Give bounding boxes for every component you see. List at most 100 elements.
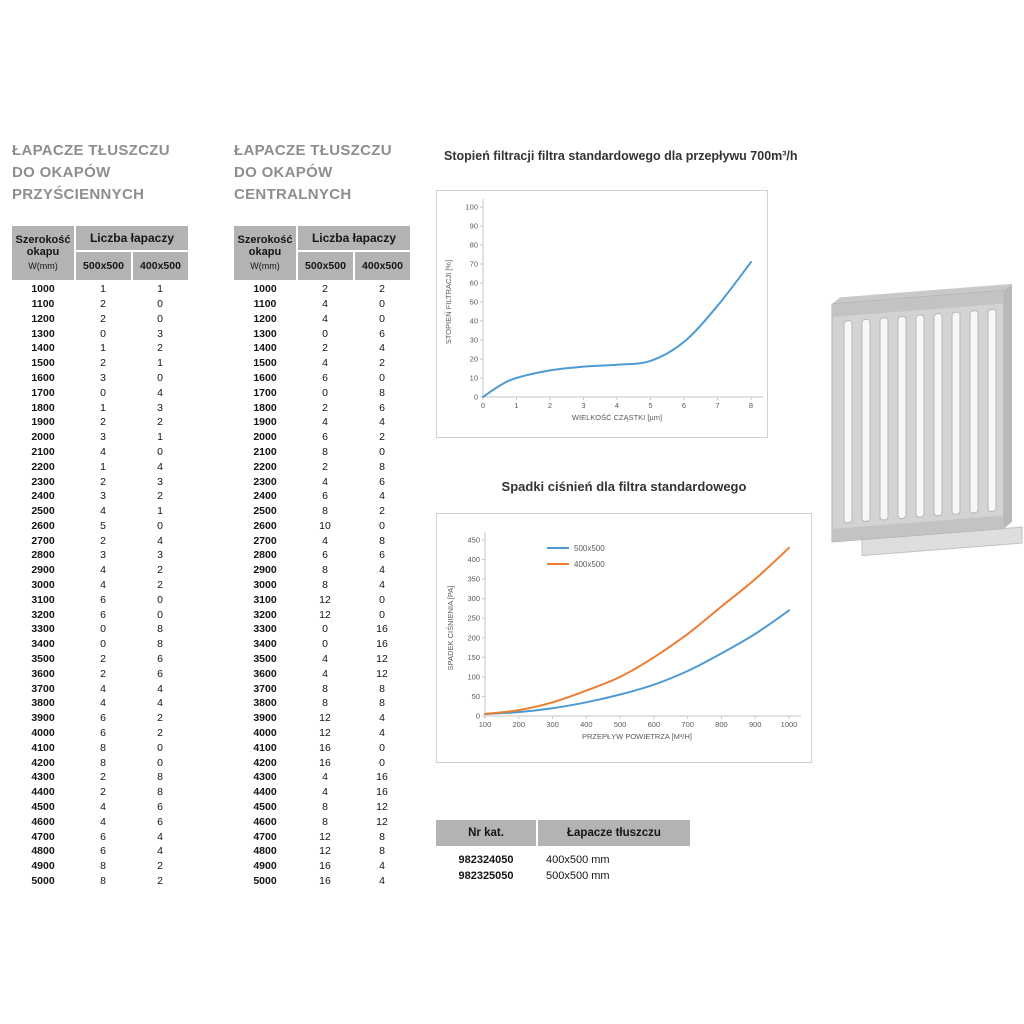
hood-width-cell: 1600 — [253, 371, 277, 384]
count-500x500-cell: 8 — [322, 682, 328, 695]
count-500x500-cell: 4 — [100, 564, 106, 577]
x-tick-label: 700 — [681, 720, 694, 729]
count-500x500-cell: 4 — [322, 786, 328, 799]
count-500x500-cell: 2 — [100, 312, 106, 325]
hood-width-cell: 3700 — [31, 682, 55, 695]
filter-slat — [879, 317, 889, 521]
spec-row: 5000 16 4 — [234, 874, 410, 889]
hood-width-cell: 2300 — [253, 475, 277, 488]
filter-slat — [861, 318, 871, 522]
hood-width-cell: 4600 — [31, 815, 55, 828]
spec-row: 3700 4 4 — [12, 682, 188, 697]
spec-row: 1800 2 6 — [234, 400, 410, 415]
hood-width-cell: 4700 — [253, 830, 277, 843]
count-500x500-cell: 2 — [100, 475, 106, 488]
count-500x500-cell: 6 — [100, 830, 106, 843]
spec-row: 3200 6 0 — [12, 608, 188, 623]
hood-width-cell: 3200 — [31, 608, 55, 621]
width-column-header: Szerokość okapu W(mm) — [12, 226, 74, 280]
hood-width-cell: 2200 — [31, 460, 55, 473]
hood-width-cell: 1900 — [31, 416, 55, 429]
hood-width-cell: 1700 — [31, 386, 55, 399]
spec-row: 1900 4 4 — [234, 415, 410, 430]
count-400x500-cell: 12 — [376, 653, 388, 666]
traps-group-header: Liczba łapaczy — [298, 226, 410, 250]
count-400x500-cell: 0 — [157, 593, 163, 606]
count-500x500-cell: 4 — [100, 815, 106, 828]
count-500x500-cell: 12 — [319, 830, 331, 843]
wall-table: 1000 1 1 1100 2 0 1200 2 0 1300 0 3 1400 1 2 1500 2 1 1600… — [12, 282, 188, 889]
width-header-unit: W(mm) — [250, 261, 280, 271]
count-500x500-cell: 12 — [319, 608, 331, 621]
wall-hoods-section: ŁAPACZE TŁUSZCZU DO OKAPÓW PRZYŚCIENNYCH… — [12, 140, 188, 889]
hood-width-cell: 4300 — [253, 771, 277, 784]
hood-width-cell: 4400 — [31, 786, 55, 799]
catalog-col-nr: Nr kat. — [436, 820, 536, 846]
wall-table-header: Szerokość okapu W(mm) Liczba łapaczy 500… — [12, 226, 188, 280]
count-500x500-cell: 4 — [100, 697, 106, 710]
hood-width-cell: 1900 — [253, 416, 277, 429]
spec-row: 2100 4 0 — [12, 445, 188, 460]
count-400x500-cell: 8 — [379, 682, 385, 695]
count-400x500-cell: 0 — [379, 593, 385, 606]
hood-width-cell: 4800 — [253, 845, 277, 858]
spec-row: 1500 2 1 — [12, 356, 188, 371]
spec-row: 1300 0 6 — [234, 326, 410, 341]
filter-top-edge — [832, 283, 1012, 304]
hood-width-cell: 1100 — [253, 297, 277, 310]
spec-row: 4500 8 12 — [234, 800, 410, 815]
spec-row: 3100 12 0 — [234, 593, 410, 608]
hood-width-cell: 2700 — [31, 534, 55, 547]
count-400x500-cell: 1 — [157, 431, 163, 444]
count-500x500-cell: 2 — [100, 297, 106, 310]
count-400x500-cell: 0 — [379, 608, 385, 621]
count-500x500-cell: 8 — [322, 815, 328, 828]
spec-row: 1700 0 4 — [12, 386, 188, 401]
count-400x500-cell: 2 — [157, 579, 163, 592]
series-line-stopień filtracji — [482, 261, 752, 398]
spec-row: 2000 6 2 — [234, 430, 410, 445]
y-tick-label: 200 — [467, 633, 480, 642]
hood-width-cell: 1200 — [31, 312, 55, 325]
spec-row: 2900 4 2 — [12, 563, 188, 578]
x-tick-label: 7 — [715, 401, 719, 410]
count-400x500-cell: 16 — [376, 638, 388, 651]
spec-row: 4200 16 0 — [234, 756, 410, 771]
central-table-title: ŁAPACZE TŁUSZCZU DO OKAPÓW CENTRALNYCH — [234, 140, 410, 206]
count-400x500-cell: 4 — [157, 460, 163, 473]
y-tick-label: 350 — [467, 575, 480, 584]
count-400x500-cell: 0 — [379, 741, 385, 754]
hood-width-cell: 1500 — [31, 357, 55, 370]
count-500x500-cell: 8 — [100, 741, 106, 754]
hood-width-cell: 3500 — [31, 653, 55, 666]
hood-width-cell: 1000 — [31, 283, 55, 296]
count-400x500-cell: 8 — [379, 386, 385, 399]
count-500x500-cell: 6 — [322, 549, 328, 562]
spec-row: 4000 6 2 — [12, 726, 188, 741]
spec-row: 3200 12 0 — [234, 608, 410, 623]
hood-width-cell: 3900 — [31, 712, 55, 725]
count-400x500-cell: 4 — [157, 682, 163, 695]
filter-slat — [951, 311, 961, 515]
y-tick-label: 100 — [465, 203, 478, 212]
filter-slats — [843, 308, 997, 524]
spec-row: 2800 3 3 — [12, 548, 188, 563]
count-500x500-cell: 0 — [100, 623, 106, 636]
x-tick-label: 1000 — [781, 720, 798, 729]
spec-row: 2500 8 2 — [234, 504, 410, 519]
count-400x500-cell: 2 — [157, 712, 163, 725]
hood-width-cell: 4100 — [31, 741, 55, 754]
hood-width-cell: 1800 — [31, 401, 55, 414]
filter-side-edge — [1004, 283, 1012, 529]
hood-width-cell: 3000 — [253, 579, 277, 592]
series-line-500x500 — [484, 609, 790, 716]
count-500x500-cell: 6 — [100, 608, 106, 621]
count-400x500-cell: 6 — [157, 801, 163, 814]
spec-row: 3000 4 2 — [12, 578, 188, 593]
pressure-drop-chart: 0 50 100 150 200 250 300 350 400 450 100 200 300 400 5… — [436, 513, 812, 763]
count-400x500-cell: 8 — [157, 771, 163, 784]
x-tick-label: 500 — [614, 720, 627, 729]
y-tick-label: 400 — [467, 555, 480, 564]
spec-row: 3500 2 6 — [12, 652, 188, 667]
hood-width-cell: 2100 — [253, 445, 277, 458]
